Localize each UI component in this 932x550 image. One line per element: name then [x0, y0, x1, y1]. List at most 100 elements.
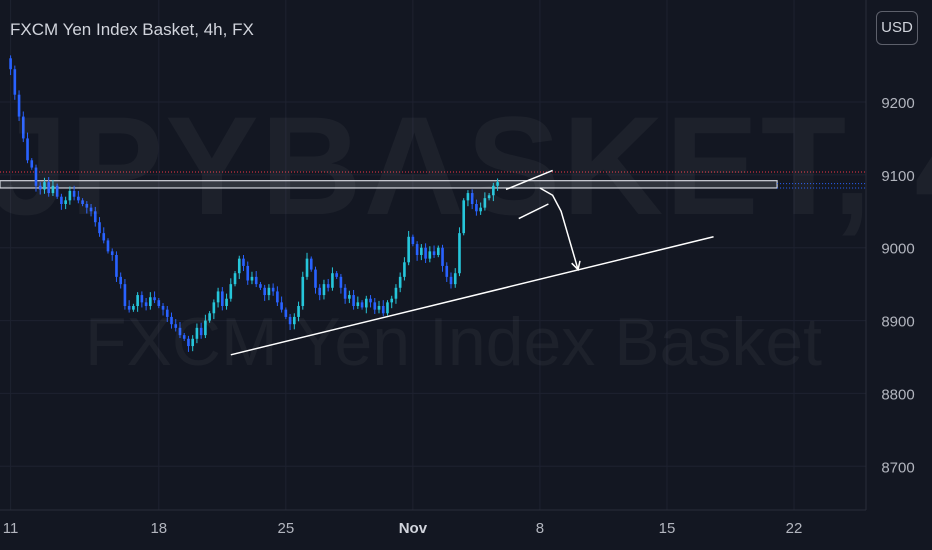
candle-body — [364, 298, 368, 308]
candle-body — [432, 251, 436, 255]
candle-body — [68, 190, 72, 201]
projection-arrow — [539, 187, 579, 270]
candle-body — [445, 265, 449, 277]
candle-body — [322, 284, 326, 296]
candle-body — [106, 240, 110, 252]
candle-body — [21, 116, 25, 139]
candle-body — [81, 200, 84, 204]
candle-body — [43, 182, 46, 190]
candle-body — [178, 327, 182, 336]
candle-body — [492, 185, 495, 196]
candle-body — [212, 302, 216, 314]
candlestick-series — [9, 55, 499, 352]
currency-button[interactable]: USD — [876, 11, 918, 45]
candle-body — [424, 247, 427, 259]
time-tick-label: 25 — [277, 520, 294, 537]
candle-body — [225, 298, 228, 306]
candle-body — [360, 302, 364, 308]
candle-body — [390, 298, 394, 303]
price-tick-label: 8700 — [881, 459, 914, 476]
key-levels — [0, 171, 866, 189]
candle-body — [98, 222, 101, 234]
candle-body — [144, 302, 148, 306]
candle-body — [297, 306, 300, 317]
candle-body — [72, 190, 76, 197]
candle-body — [428, 251, 432, 259]
time-tick-label: 22 — [786, 520, 803, 537]
candle-body — [60, 196, 63, 204]
support-trendline — [230, 236, 714, 356]
candle-body — [267, 287, 271, 296]
candle-body — [119, 276, 123, 285]
candle-body — [293, 316, 296, 325]
candle-body — [398, 276, 402, 288]
candle-body — [453, 273, 457, 285]
candle-body — [216, 291, 220, 303]
candle-body — [449, 276, 453, 285]
candle-body — [436, 247, 440, 255]
candle-body — [475, 204, 478, 212]
candle-body — [276, 291, 279, 303]
price-tick-label: 9000 — [881, 241, 914, 258]
candle-body — [407, 236, 410, 263]
watermark-description: FXCM Yen Index Basket — [85, 303, 822, 381]
candle-body — [89, 207, 93, 212]
candle-body — [149, 297, 152, 306]
candle-body — [356, 302, 360, 306]
candle-body — [462, 200, 466, 234]
candle-body — [110, 251, 114, 255]
candle-body — [305, 258, 309, 277]
candle-body — [470, 193, 474, 204]
candle-body — [318, 287, 322, 296]
candle-body — [13, 69, 17, 95]
candle-body — [47, 182, 51, 194]
candle-body — [483, 198, 487, 208]
time-tick-label: 18 — [150, 520, 167, 537]
projection-arrow-head — [571, 260, 581, 272]
time-tick-label: Nov — [399, 520, 428, 537]
grid-lines — [0, 0, 866, 510]
rising-wedge-lower — [518, 203, 549, 220]
candle-body — [51, 185, 55, 194]
price-tick-label: 9100 — [881, 168, 914, 185]
candle-body — [93, 211, 97, 223]
candle-body — [259, 284, 262, 288]
candle-body — [386, 302, 389, 314]
candle-body — [496, 182, 499, 186]
time-axis[interactable]: 11 18 25 Nov 8 15 22 — [3, 520, 803, 537]
candle-body — [161, 306, 165, 310]
candle-body — [195, 327, 199, 339]
candle-body — [204, 320, 207, 336]
candle-body — [271, 287, 275, 292]
candle-body — [466, 193, 470, 201]
candle-body — [140, 295, 144, 303]
candle-body — [34, 167, 38, 186]
candle-body — [115, 255, 118, 277]
candle-body — [415, 244, 419, 255]
time-tick-label: 8 — [536, 520, 544, 537]
candle-body — [199, 327, 203, 336]
candle-body — [182, 335, 186, 339]
candle-body — [280, 302, 283, 310]
candle-body — [369, 298, 372, 303]
candle-body — [165, 309, 169, 317]
candle-body — [26, 138, 29, 161]
candle-body — [263, 287, 266, 296]
candle-body — [136, 295, 139, 306]
candle-body — [153, 297, 156, 301]
candle-body — [187, 338, 190, 347]
candle-body — [381, 306, 385, 314]
candle-body — [191, 338, 194, 347]
time-tick-label: 11 — [3, 520, 19, 537]
candle-body — [170, 316, 173, 325]
candle-body — [411, 236, 415, 245]
candle-body — [77, 196, 80, 201]
candle-body — [301, 276, 305, 306]
rising-wedge-upper — [505, 169, 553, 191]
candle-body — [208, 313, 211, 321]
candle-body — [403, 262, 406, 277]
price-axis[interactable]: 9200 9100 9000 8900 8800 8700 — [881, 95, 914, 476]
watermark-symbol: JPYBASKET, 4h — [0, 85, 932, 247]
candle-body — [288, 316, 292, 325]
